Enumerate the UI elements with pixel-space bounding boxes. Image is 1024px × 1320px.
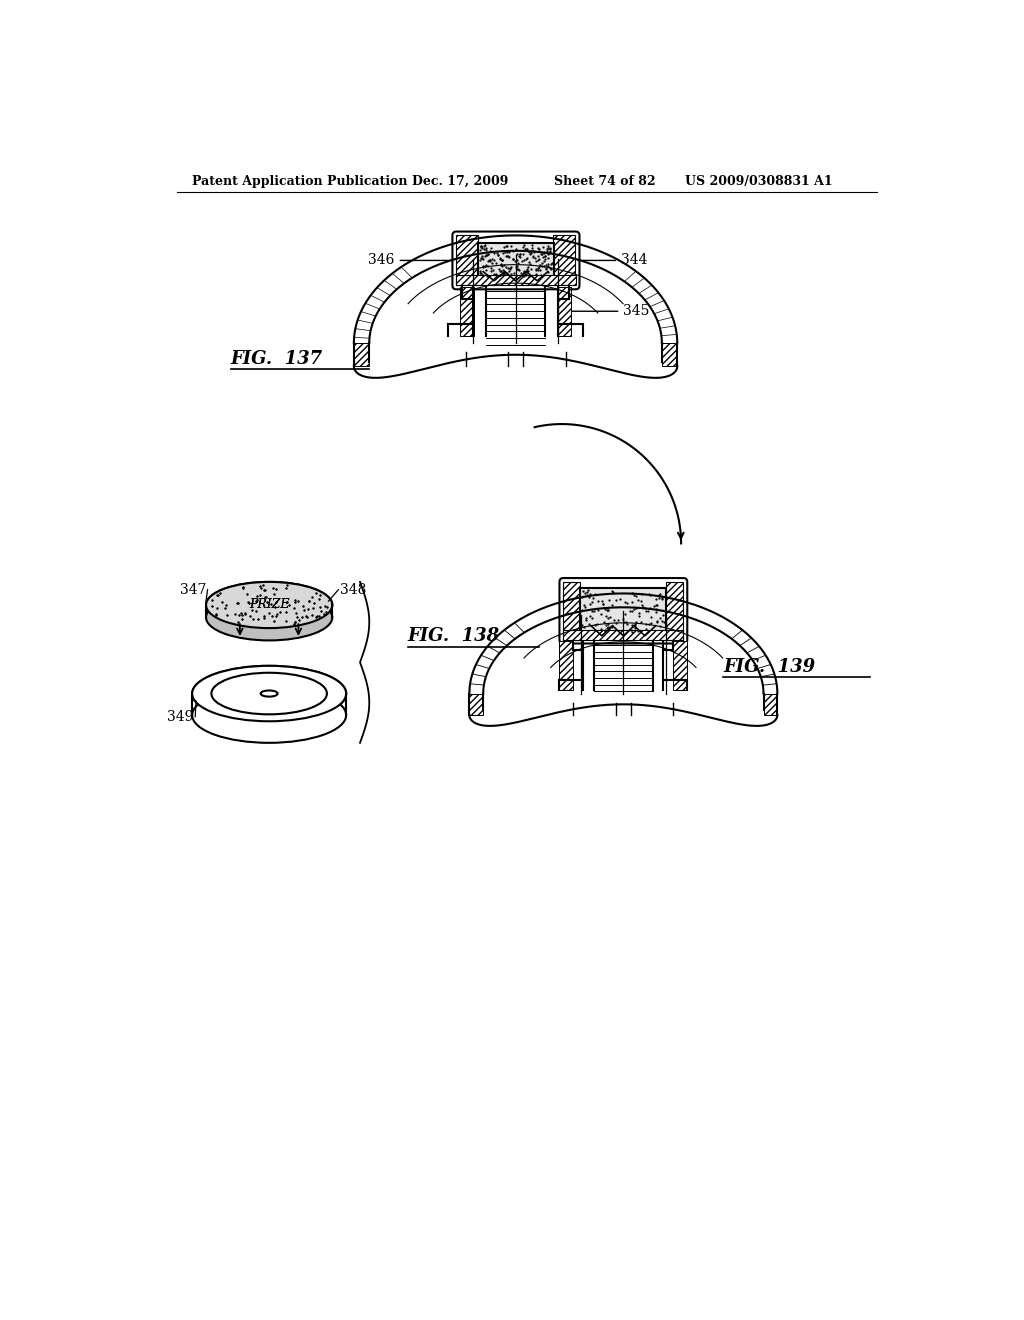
FancyBboxPatch shape	[453, 231, 580, 289]
Text: FIG.  137: FIG. 137	[230, 350, 323, 367]
Bar	[563, 582, 581, 640]
Ellipse shape	[206, 582, 333, 628]
Bar	[563, 631, 683, 640]
Ellipse shape	[261, 690, 278, 697]
FancyBboxPatch shape	[559, 578, 687, 644]
Ellipse shape	[211, 673, 327, 714]
Bar	[674, 642, 687, 689]
Bar	[457, 235, 478, 285]
Bar	[557, 286, 571, 335]
Text: 348: 348	[340, 582, 367, 597]
Text: PRIZE: PRIZE	[249, 598, 290, 611]
Bar	[581, 589, 667, 634]
Bar	[457, 275, 575, 285]
Text: PRIZE: PRIZE	[249, 598, 290, 611]
Bar	[469, 693, 483, 715]
Text: 345: 345	[572, 304, 650, 318]
Text: US 2009/0308831 A1: US 2009/0308831 A1	[685, 176, 833, 187]
Text: 347: 347	[179, 582, 206, 597]
Bar	[460, 286, 474, 335]
Ellipse shape	[206, 594, 333, 640]
Bar	[478, 243, 554, 277]
Text: 349: 349	[167, 710, 194, 723]
Ellipse shape	[193, 665, 346, 721]
Ellipse shape	[193, 688, 346, 743]
Bar	[354, 343, 370, 367]
Ellipse shape	[193, 665, 346, 721]
Text: Dec. 17, 2009: Dec. 17, 2009	[412, 176, 508, 187]
Text: 346: 346	[369, 253, 454, 268]
Text: Patent Application Publication: Patent Application Publication	[193, 176, 408, 187]
Ellipse shape	[211, 673, 327, 714]
Text: 344: 344	[578, 253, 647, 268]
Text: FIG.  139: FIG. 139	[724, 657, 815, 676]
Bar	[553, 235, 574, 285]
Ellipse shape	[261, 690, 278, 697]
Bar	[559, 642, 573, 689]
Bar	[764, 693, 777, 715]
Text: FIG.  138: FIG. 138	[408, 627, 500, 644]
Ellipse shape	[206, 582, 333, 628]
Bar	[667, 582, 683, 640]
Bar	[662, 343, 677, 367]
Text: Sheet 74 of 82: Sheet 74 of 82	[554, 176, 655, 187]
